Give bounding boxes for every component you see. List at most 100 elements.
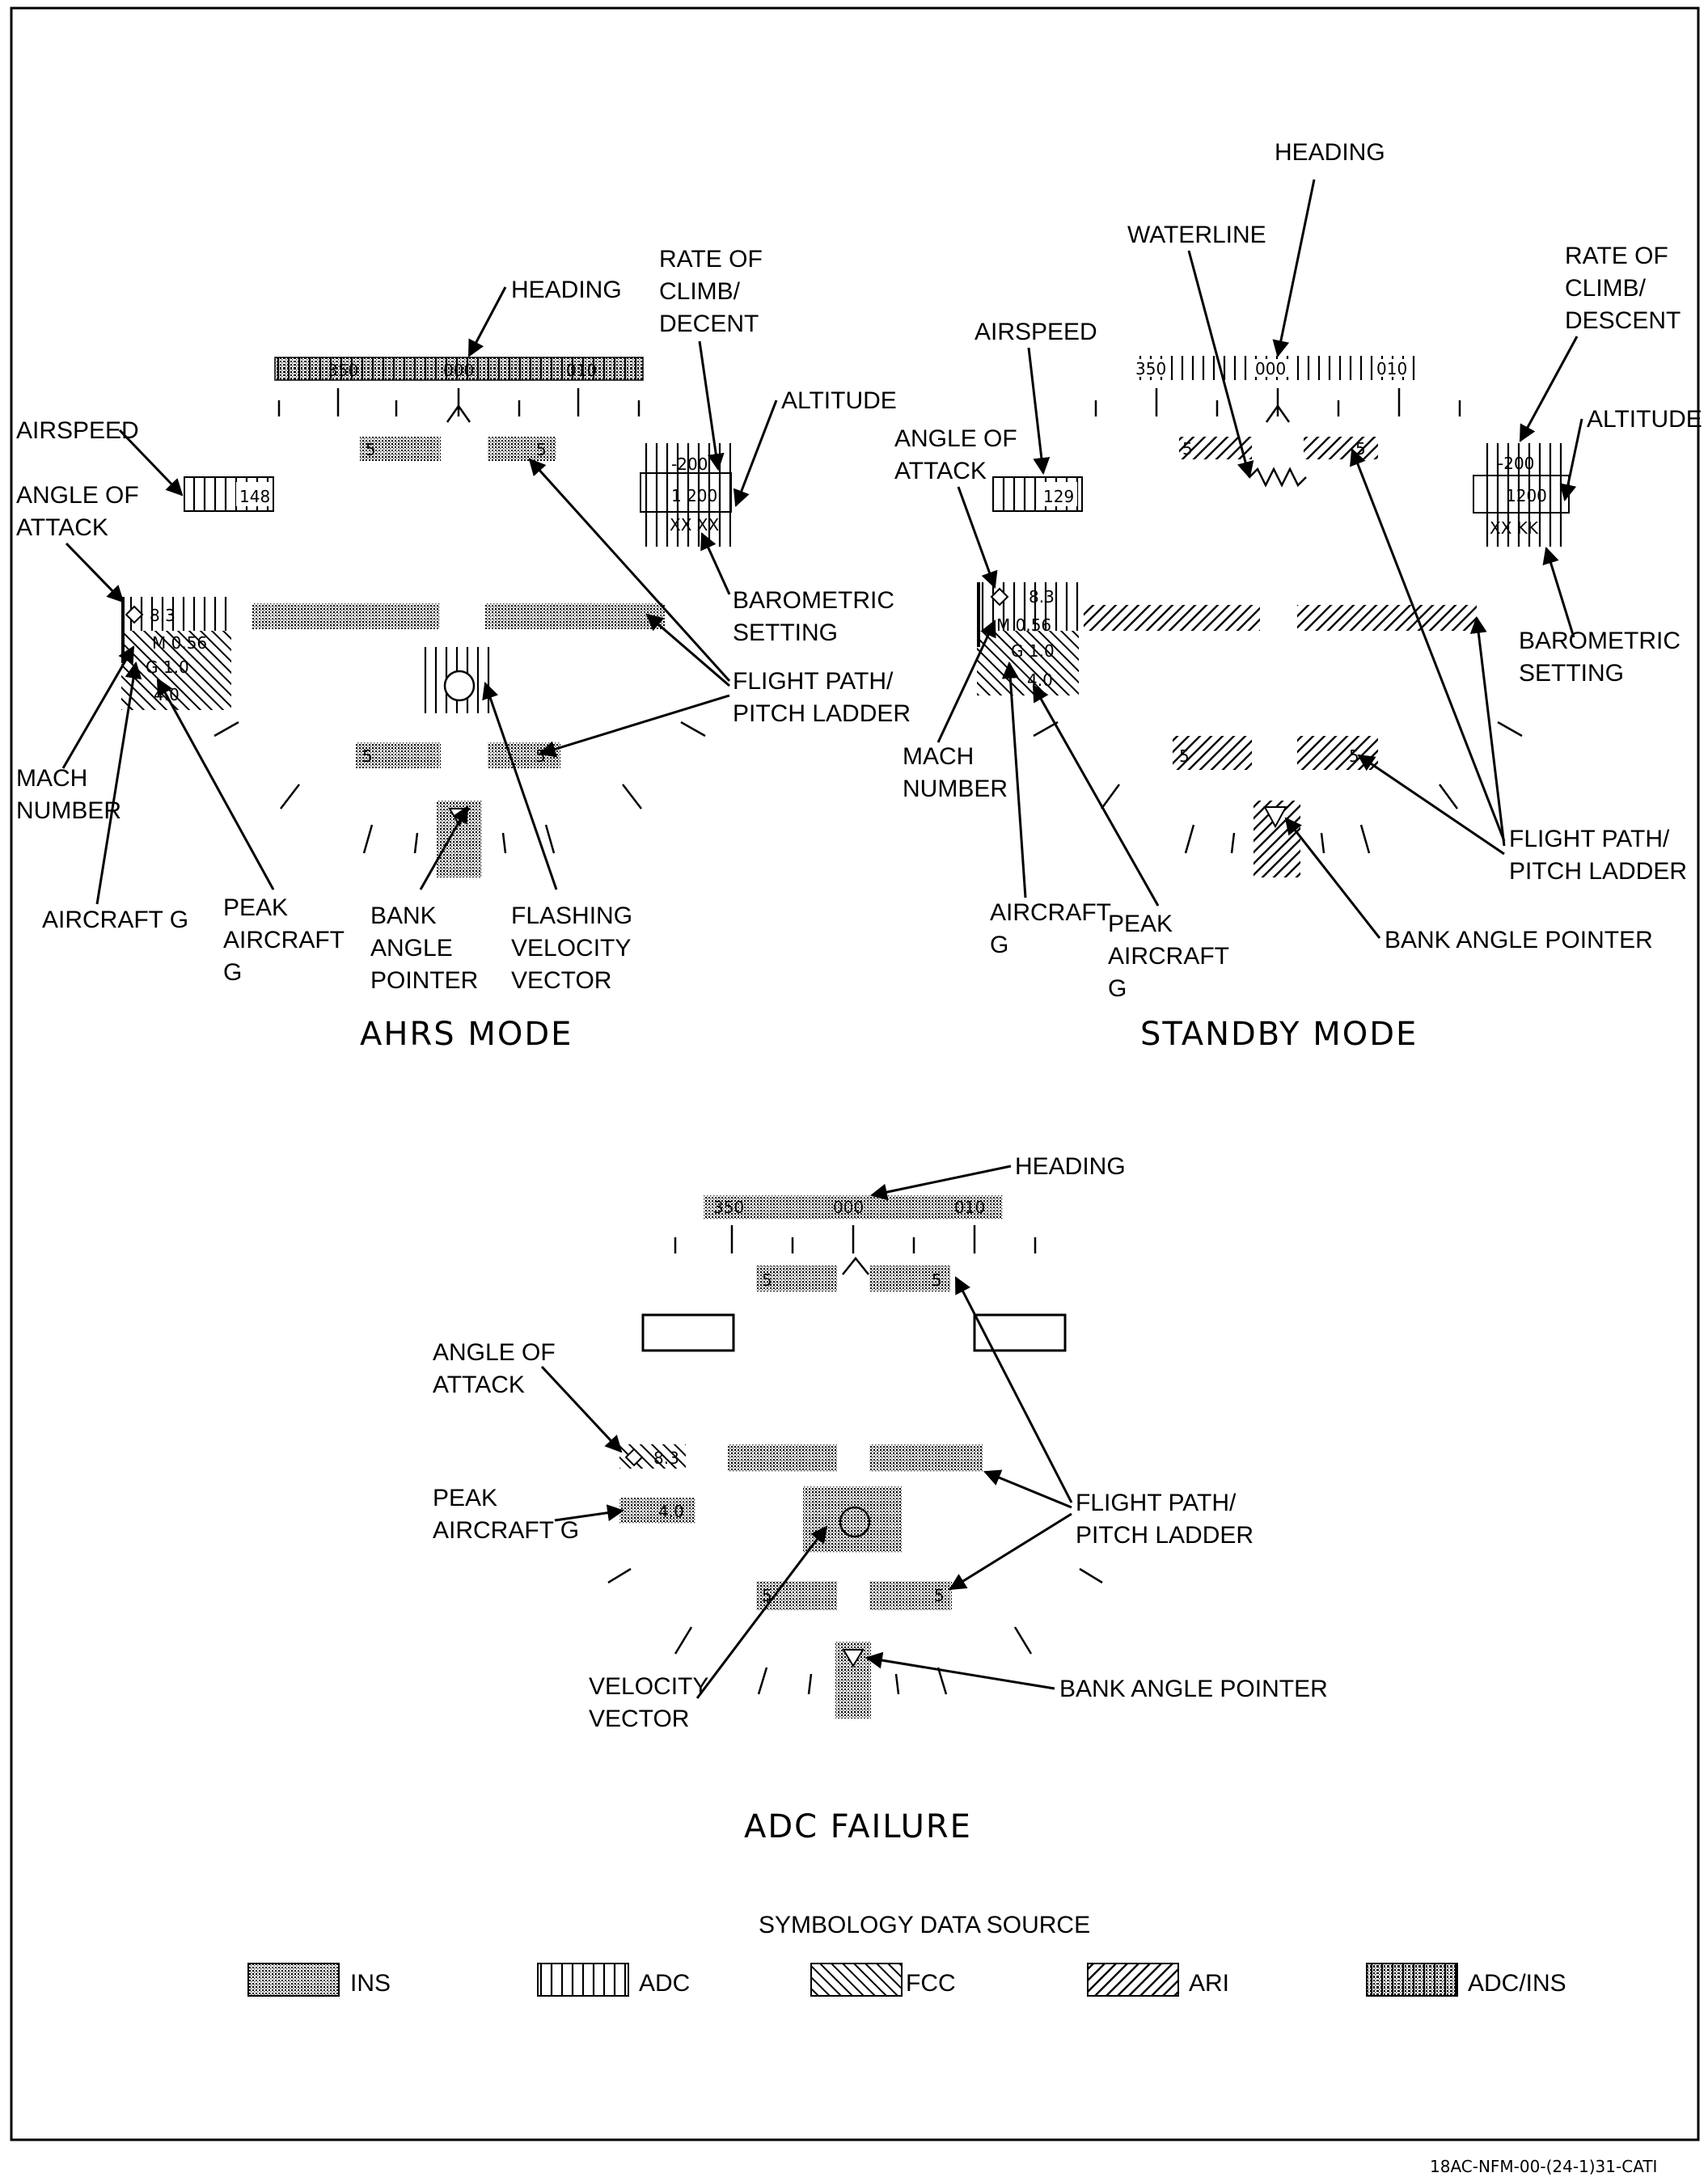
ahrs-label-bank-2: ANGLE [370,935,453,962]
standby-label-peak-3: G [1108,975,1127,1002]
ahrs-ladder-lower-left [356,742,441,768]
adc-ladder-upper-left-num: 5 [762,1270,772,1290]
ahrs-bank-scale [214,721,706,854]
ahrs-heading-000: 000 [443,361,474,380]
adc-label-aoa-1: ANGLE OF [433,1339,556,1366]
standby-rate-of-climb-value: -200 [1498,454,1534,473]
ahrs-label-bank-3: POINTER [370,967,478,994]
adc-aoa-value: 8.3 [653,1448,679,1468]
ahrs-ladder-upper-left-num: 5 [366,440,376,459]
ahrs-velocity-vector [443,670,476,702]
ahrs-g-value: G 1.0 [146,657,189,677]
adc-ladder-upper-right [869,1266,950,1291]
ahrs-label-rate-2: CLIMB/ [659,278,741,305]
adc-velocity-vector-box [803,1486,902,1553]
standby-panel: 350 000 010 5 5 129 -200 1200 XX KK 8.3 … [894,139,1702,1053]
ahrs-ladder-upper-right [488,437,556,461]
standby-label-rate-1: RATE OF [1565,243,1668,269]
standby-bank-scale [1033,721,1523,854]
standby-ladder-lower-right-num: 5 [1349,746,1359,766]
ahrs-ladder-upper-right-num: 5 [536,440,547,459]
standby-peak-g-value: 4.0 [1027,670,1053,690]
standby-label-altitude: ALTITUDE [1587,406,1702,433]
legend-label-ins: INS [350,1970,391,1997]
ahrs-label-flightpath-2: PITCH LADDER [733,700,911,727]
standby-title: STANDBY MODE [1140,1016,1418,1053]
adc-ladder-upper-left [756,1266,837,1291]
ahrs-label-fvv-1: FLASHING [511,903,632,929]
standby-label-baro-1: BAROMETRIC [1519,628,1681,654]
adc-ladder-upper-right-num: 5 [932,1270,942,1290]
adc-label-vv-1: VELOCITY [589,1673,708,1700]
ahrs-label-flightpath-1: FLIGHT PATH/ [733,668,894,695]
adc-horizon-right [869,1444,983,1472]
legend-swatch-ari [1087,1963,1179,1997]
legend-label-adcins: ADC/INS [1468,1970,1566,1997]
adc-label-vv-2: VECTOR [589,1706,689,1732]
standby-altitude-value: 1200 [1506,486,1547,505]
legend-swatch-ins [247,1963,340,1997]
standby-label-aircraft-g-2: G [990,932,1008,958]
standby-ladder-upper-right [1304,437,1378,459]
ahrs-heading-tape [274,357,644,381]
legend-title: SYMBOLOGY DATA SOURCE [759,1912,1090,1938]
ahrs-waterline-caret [446,404,471,423]
ahrs-label-airspeed: AIRSPEED [16,417,139,444]
legend-label-ari: ARI [1189,1970,1229,1997]
adc-label-heading: HEADING [1015,1153,1126,1180]
ahrs-horizon-left [252,603,440,629]
adc-title: ADC FAILURE [744,1808,972,1845]
adc-velocity-vector [839,1506,871,1538]
standby-label-airspeed: AIRSPEED [974,319,1097,345]
standby-waterline [1249,467,1307,488]
standby-label-flightpath-1: FLIGHT PATH/ [1509,826,1670,852]
standby-label-heading: HEADING [1275,139,1385,166]
legend: SYMBOLOGY DATA SOURCE INS ADC FCC ARI AD… [247,1912,1566,1997]
standby-aoa-fcc [977,631,1079,695]
standby-altitude-block [1478,443,1569,547]
adc-ladder-lower-left [756,1581,837,1610]
ahrs-heading-ticks [277,388,640,416]
ahrs-label-fvv-2: VELOCITY [511,935,631,962]
legend-swatch-adcins [1366,1963,1458,1997]
ahrs-ladder-lower-right [488,742,560,768]
ahrs-ladder-lower-right-num: 5 [535,746,546,766]
standby-ladder-lower-left-num: 5 [1179,746,1190,766]
adc-bank-pointer [842,1649,865,1668]
ahrs-baro-value: XX XX [670,515,719,535]
ahrs-label-fvv-3: VECTOR [511,967,611,994]
standby-mach-value: M 0.56 [996,615,1051,635]
ahrs-label-peak-3: G [223,959,242,986]
legend-label-adc: ADC [639,1970,690,1997]
standby-label-aoa-1: ANGLE OF [894,425,1017,452]
standby-baro-value: XX KK [1490,518,1539,538]
standby-heading-010: 010 [1376,359,1407,378]
ahrs-mach-value: M 0.56 [152,633,207,653]
standby-g-value: G 1.0 [1011,641,1055,661]
ahrs-label-mach-1: MACH [16,765,87,792]
ahrs-label-aoa-1: ANGLE OF [16,482,139,509]
ahrs-label-peak-2: AIRCRAFT [223,927,345,953]
adc-failure-panel: 350 000 010 5 5 8.3 4.0 5 5 [433,1153,1328,1845]
standby-airspeed-value: 129 [1043,487,1074,506]
ahrs-label-aircraft-g: AIRCRAFT G [42,907,188,933]
standby-label-waterline: WATERLINE [1127,222,1266,248]
standby-leader-lines [936,179,1583,939]
ahrs-title: AHRS MODE [360,1016,573,1053]
ahrs-heading-010: 010 [566,361,597,380]
adc-horizon-left [728,1444,837,1472]
standby-heading-350: 350 [1135,359,1166,378]
ahrs-heading-350: 350 [328,361,358,380]
adc-label-aoa-2: ATTACK [433,1372,525,1398]
standby-label-mach-1: MACH [903,743,974,770]
adc-heading-ticks [674,1225,1037,1253]
adc-label-peak-2: AIRCRAFT G [433,1517,579,1544]
ahrs-panel: 350 000 010 5 5 148 -200 1 200 XX XX 8.3… [16,246,911,1053]
ahrs-label-rate-1: RATE OF [659,246,763,273]
adc-peak-g-value: 4.0 [658,1502,684,1521]
adc-peak-g-box [619,1498,695,1524]
ahrs-label-aoa-2: ATTACK [16,514,108,541]
ahrs-label-baro-1: BAROMETRIC [733,587,894,614]
ahrs-horizon-right [485,603,665,629]
adc-label-bank: BANK ANGLE POINTER [1059,1676,1328,1702]
